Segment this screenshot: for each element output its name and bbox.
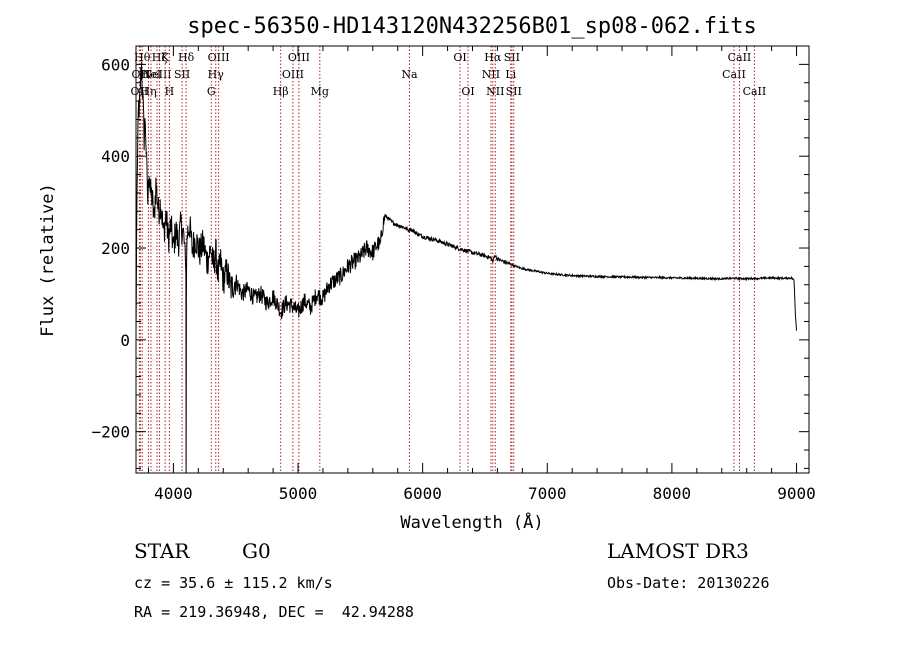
line-label-13: OIII [208, 51, 230, 64]
line-label-9: SII [174, 68, 190, 81]
x-axis-label: Wavelength (Å) [400, 511, 543, 533]
line-label-20: OI [461, 85, 474, 98]
line-label-22: Hα [484, 51, 502, 64]
object-subclass: G0 [242, 539, 271, 563]
x-tick-label-0: 4000 [154, 484, 193, 503]
plot-frame [135, 45, 810, 474]
line-label-7: K [161, 51, 170, 64]
spectrum-series [135, 61, 797, 474]
line-label-11: G [207, 85, 216, 98]
chart-title: spec-56350-HD143120N432256B01_sp08-062.f… [187, 14, 757, 39]
x-tick-label-2: 6000 [403, 484, 442, 503]
line-label-23: NII [486, 85, 504, 98]
ra-dec-text: RA = 219.36948, DEC = 42.94288 [134, 603, 414, 621]
line-label-29: CaII [743, 85, 767, 98]
x-tick-label-5: 9000 [777, 484, 816, 503]
y-tick-label-1: 0 [120, 331, 130, 350]
y-tick-label-2: 200 [101, 239, 130, 258]
spectrum-chart: spec-56350-HD143120N432256B01_sp08-062.f… [38, 14, 816, 533]
line-label-4: HeI [141, 68, 161, 81]
line-label-25: SII [504, 51, 520, 64]
line-label-24: Li [505, 68, 516, 81]
line-label-3: Hη [140, 85, 156, 98]
line-label-27: CaII [722, 68, 746, 81]
survey-name: LAMOST DR3 [607, 539, 749, 563]
spectrum-line-0 [135, 61, 797, 474]
line-label-14: Hβ [273, 85, 289, 98]
x-tick-label-1: 5000 [279, 484, 318, 503]
line-label-16: OIII [288, 51, 310, 64]
x-tick-label-4: 8000 [653, 484, 692, 503]
object-class: STAR [134, 539, 190, 563]
y-tick-label-4: 600 [101, 55, 130, 74]
line-label-17: Mg [311, 85, 329, 98]
y-axis-label: Flux (relative) [38, 183, 58, 337]
x-axis-ticks: 4000 5000 6000 7000 8000 9000 [147, 46, 816, 503]
line-label-10: Hδ [178, 51, 195, 64]
line-label-28: CaII [728, 51, 752, 64]
y-axis-ticks: −200 0 200 400 600 [91, 45, 809, 469]
spectral-line-markers: OIIOIIHθHηHeINeIIIHζKHSIIHδGHγOIIIHβOIII… [131, 46, 767, 473]
x-tick-label-3: 7000 [528, 484, 567, 503]
line-label-12: Hγ [208, 68, 225, 81]
redshift-text: cz = 35.6 ± 115.2 km/s [134, 574, 333, 592]
line-label-8: H [165, 85, 175, 98]
line-label-5: NeIII [142, 68, 171, 81]
obs-date-text: Obs-Date: 20130226 [607, 574, 770, 592]
line-label-21: NII [482, 68, 500, 81]
y-tick-label-3: 400 [101, 147, 130, 166]
y-tick-label-0: −200 [91, 423, 130, 442]
line-label-18: Na [401, 68, 418, 81]
line-label-26: SII [506, 85, 522, 98]
line-label-19: OI [453, 51, 466, 64]
line-label-2: Hθ [134, 51, 151, 64]
line-label-15: OIII [282, 68, 304, 81]
line-label-6: Hζ [152, 51, 168, 64]
